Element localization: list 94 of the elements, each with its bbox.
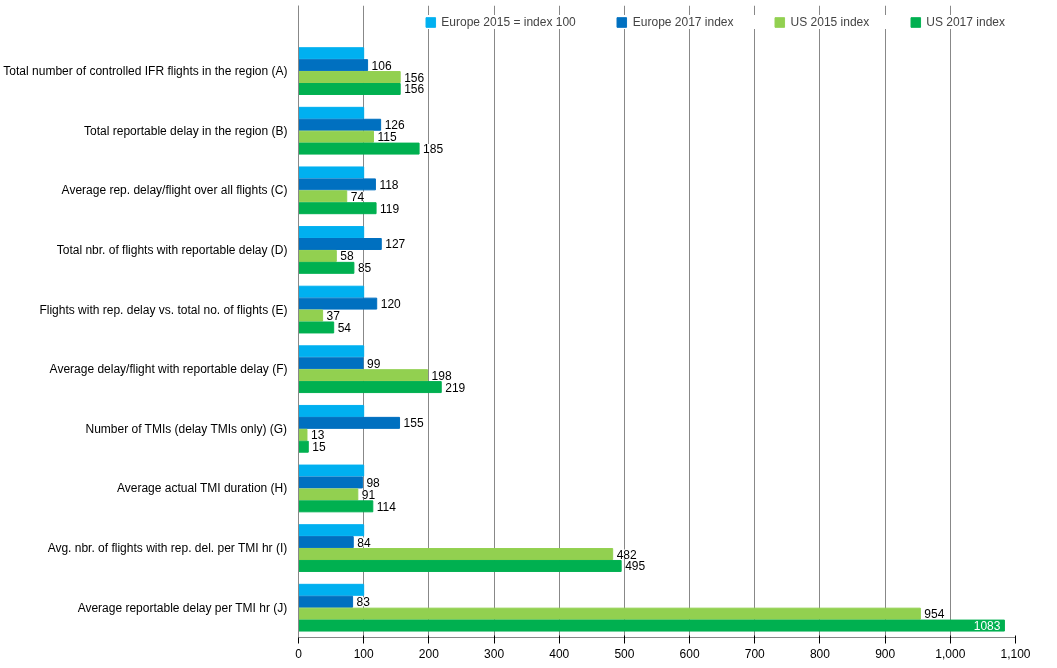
x-tick-label: 300	[484, 646, 505, 661]
bar	[298, 71, 401, 84]
data-label: 119	[380, 201, 400, 216]
bar	[298, 309, 324, 322]
bar	[298, 59, 369, 72]
data-label: 115	[377, 130, 397, 145]
data-label: 114	[376, 499, 397, 514]
y-tick-label: Average actual TMI duration (H)	[116, 481, 288, 496]
bar	[298, 190, 348, 203]
x-tick-label: 400	[549, 646, 570, 661]
y-tick-label: Average rep. delay/flight over all flights (C)	[61, 183, 288, 198]
bar	[298, 428, 308, 441]
bar	[298, 321, 335, 334]
y-tick-label: Flights with rep. delay vs. total no. of flights (E)	[39, 302, 288, 317]
data-label: 495	[625, 559, 646, 574]
data-label: 118	[379, 177, 399, 192]
data-label: 482	[616, 547, 638, 562]
y-tick-label: Total number of controlled IFR flights in the region (A)	[3, 64, 288, 79]
bar	[298, 488, 359, 501]
bar	[298, 583, 365, 596]
x-tick-label: 600	[679, 646, 700, 661]
bar	[298, 238, 382, 250]
legend-label: Europe 2015 = index 100	[441, 15, 576, 29]
bar	[298, 297, 378, 310]
x-tick-label: 800	[809, 646, 831, 661]
legend-label: US 2017 index	[926, 15, 1005, 29]
x-tick-label: 200	[418, 646, 440, 661]
bar	[298, 166, 365, 179]
data-label: 156	[404, 70, 425, 85]
data-label: 84	[357, 535, 371, 550]
y-tick-label: Number of TMIs (delay TMIs only) (G)	[85, 421, 288, 436]
data-label: 74	[350, 189, 365, 204]
bar	[298, 619, 1005, 632]
bar	[298, 202, 377, 215]
bar	[298, 249, 337, 262]
bar	[298, 226, 365, 239]
bar	[298, 178, 376, 191]
data-label: 15	[312, 440, 326, 455]
x-tick-label: 700	[744, 646, 766, 661]
data-label: 156	[404, 82, 425, 97]
bar	[298, 130, 374, 143]
y-tick-label: Average reportable delay per TMI hr (J)	[77, 600, 288, 615]
data-label: 120	[380, 297, 402, 312]
x-tick-label: 900	[875, 646, 896, 661]
bar	[298, 548, 614, 561]
data-label: 58	[340, 249, 354, 264]
data-label: 106	[371, 58, 392, 73]
x-tick-label: 0	[295, 646, 303, 661]
bar	[298, 142, 420, 155]
bar	[298, 47, 365, 60]
data-label: 198	[431, 368, 452, 383]
x-tick-label: 100	[353, 646, 375, 661]
y-tick-label: Total nbr. of flights with reportable delay (D)	[56, 242, 288, 257]
data-label: 127	[385, 237, 406, 252]
x-tick-label: 500	[614, 646, 635, 661]
bar	[298, 607, 921, 620]
data-label: 1083	[973, 619, 1001, 634]
data-label: 155	[403, 416, 424, 431]
bar	[298, 357, 364, 370]
bar	[298, 416, 401, 429]
bar	[298, 464, 365, 477]
bar	[298, 118, 382, 131]
data-label: 13	[310, 428, 325, 443]
data-label: 185	[423, 142, 444, 157]
bar	[298, 369, 429, 382]
legend-label: US 2015 index	[790, 15, 870, 29]
bar	[298, 440, 309, 453]
bar	[298, 381, 442, 394]
bar	[298, 476, 363, 489]
data-label: 99	[367, 356, 381, 371]
bar	[298, 285, 365, 298]
data-label: 85	[357, 261, 372, 276]
y-tick-label: Average delay/flight with reportable delay (F)	[49, 362, 288, 377]
bar	[298, 106, 365, 119]
data-label: 954	[924, 607, 945, 622]
legend-label: Europe 2017 index	[632, 15, 734, 29]
bar	[298, 559, 622, 572]
bar	[298, 404, 365, 417]
bar	[298, 536, 354, 549]
x-tick-label: 1,000	[935, 646, 966, 661]
bar	[298, 595, 354, 608]
x-tick-label: 1,100	[1000, 646, 1031, 661]
data-label: 126	[384, 118, 405, 133]
bar	[298, 261, 355, 274]
bar	[298, 524, 365, 537]
y-tick-label: Avg. nbr. of flights with rep. del. per TMI hr (I)	[47, 541, 288, 556]
bar	[298, 345, 365, 358]
data-label: 98	[366, 475, 381, 490]
data-label: 91	[361, 487, 376, 502]
data-label: 219	[445, 380, 466, 395]
data-label: 83	[356, 595, 371, 610]
y-tick-label: Total reportable delay in the region (B)	[84, 123, 288, 138]
bar	[298, 500, 374, 513]
bar	[298, 82, 401, 95]
